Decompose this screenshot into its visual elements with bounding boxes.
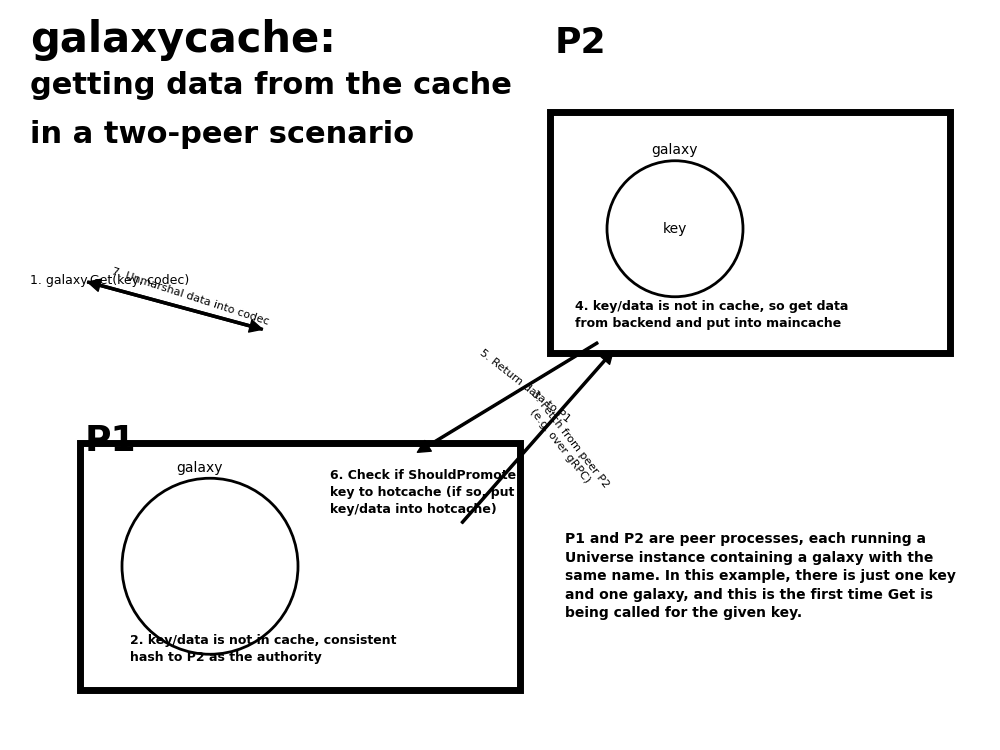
FancyArrowPatch shape [88,279,263,330]
Text: P1: P1 [85,424,137,458]
Text: P2: P2 [555,26,607,60]
Text: 5. Return data to P1: 5. Return data to P1 [478,348,572,424]
Text: 3. Fetch from peer P2
(e.g. over gRPC): 3. Fetch from peer P2 (e.g. over gRPC) [520,388,610,496]
Text: galaxy: galaxy [652,143,698,157]
Text: P1 and P2 are peer processes, each running a
Universe instance containing a gala: P1 and P2 are peer processes, each runni… [565,532,956,620]
Text: 4. key/data is not in cache, so get data
from backend and put into maincache: 4. key/data is not in cache, so get data… [575,300,848,330]
Text: 7. Unmarshal data into codec: 7. Unmarshal data into codec [110,266,270,326]
Text: 6. Check if ShouldPromote
key to hotcache (if so, put
key/data into hotcache): 6. Check if ShouldPromote key to hotcach… [330,469,516,516]
Text: in a two-peer scenario: in a two-peer scenario [30,120,414,149]
FancyArrowPatch shape [461,351,613,524]
Text: 2. key/data is not in cache, consistent
hash to P2 as the authority: 2. key/data is not in cache, consistent … [130,634,396,664]
Text: galaxy: galaxy [177,460,223,475]
Text: getting data from the cache: getting data from the cache [30,71,512,100]
Bar [80,442,520,690]
FancyArrowPatch shape [417,342,598,452]
Text: galaxycache:: galaxycache: [30,19,336,61]
FancyArrowPatch shape [87,281,262,332]
Text: key: key [663,222,687,236]
Text: 1. galaxy.Get(key, codec): 1. galaxy.Get(key, codec) [30,274,189,286]
Bar [550,112,950,352]
